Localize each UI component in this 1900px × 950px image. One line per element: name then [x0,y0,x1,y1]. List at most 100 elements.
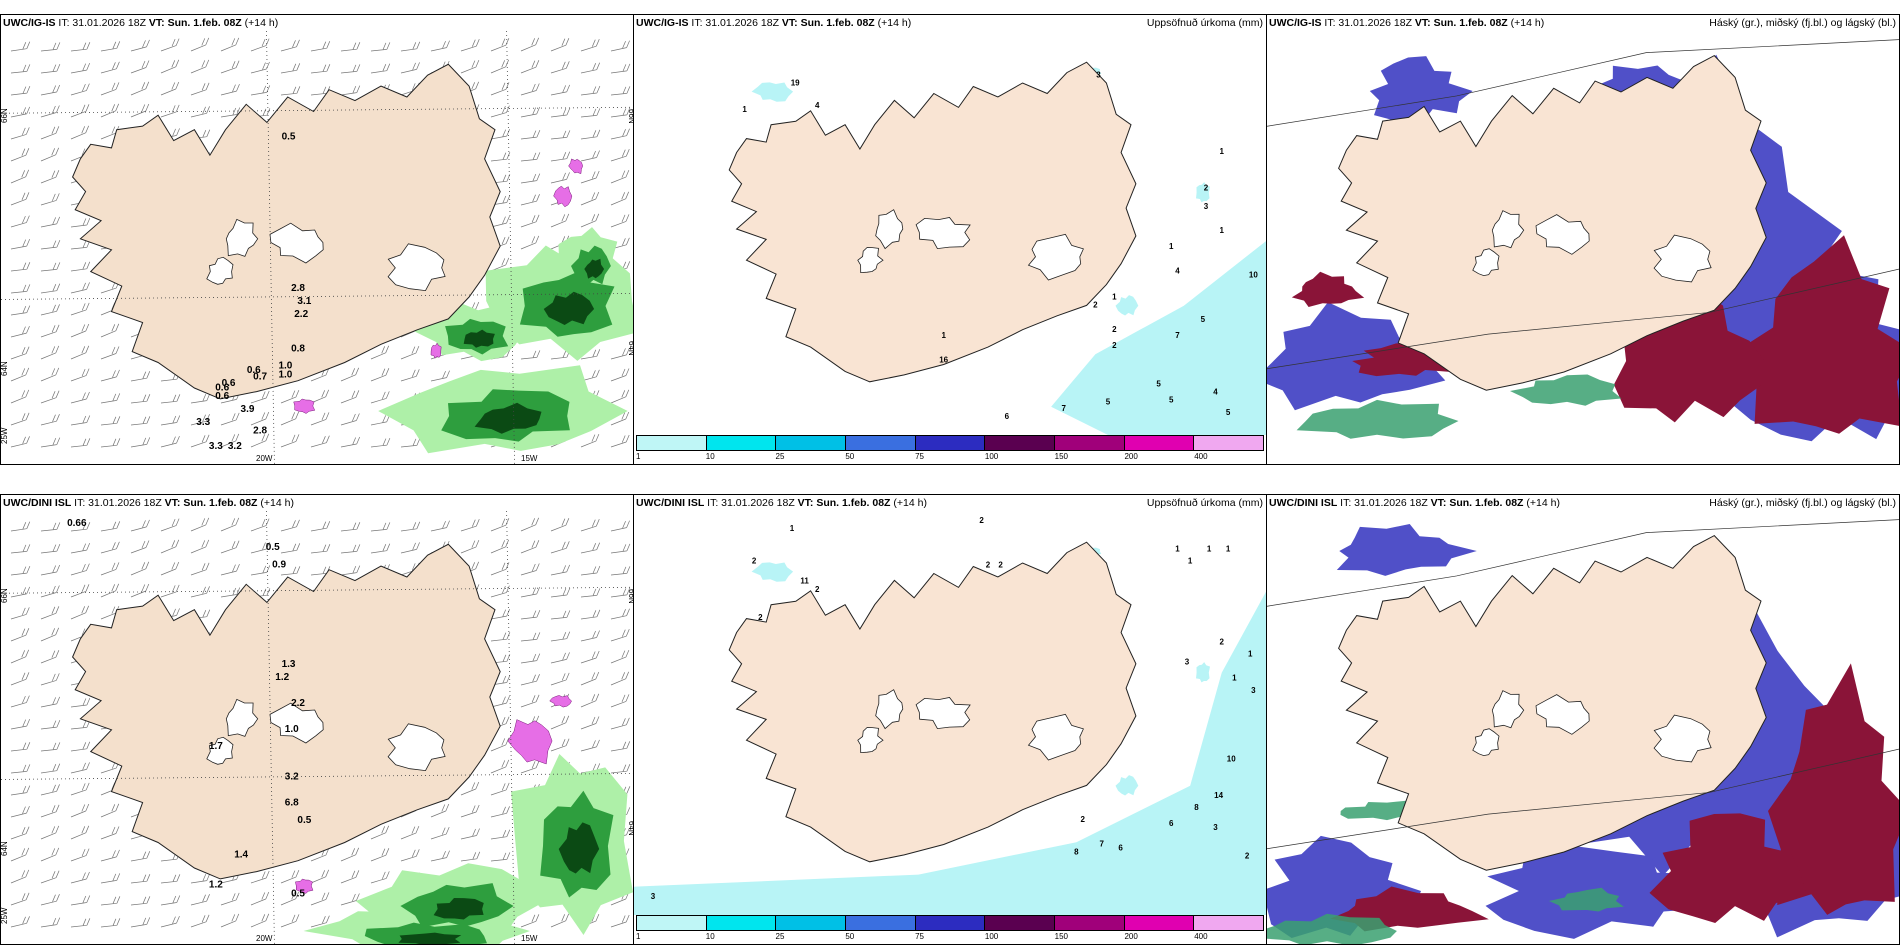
axis-label: 15W [521,934,538,943]
snow-area [549,695,572,708]
colorbar-tick-label: 100 [984,932,999,941]
axis-label: 25W [1,427,9,444]
precip-amount-label: 14 [1214,791,1223,800]
colorbar-cell [1055,435,1125,451]
precip-amount-label: 1.2 [275,672,289,683]
axis-label: 66N [627,109,633,124]
snow-area [430,342,442,359]
panel-product-title: Háský (gr.), miðský (fj.bl.) og lágský (… [1709,497,1896,509]
cloud-map[interactable] [1267,511,1899,944]
colorbar-tick-label: 150 [1054,452,1069,461]
colorbar-cell [776,435,847,451]
precip-amount-label: 2 [1112,325,1117,334]
wind-map[interactable]: 20W 15W 66N 66N 64N 64N 25W 0.5 2.8 3.1 2.2 0.6 0.7 0… [1,31,633,464]
precip-amount-label: 2 [815,585,820,594]
wind-map-svg: 20W 15W 66N 66N 64N 64N 25W 0.66 0.5 0.9 1.3 1.2 2.2… [1,511,633,944]
precip-amount-label: 3.2 [228,441,242,452]
colorbar-tick-label: 10 [705,452,715,461]
colorbar-cell [846,435,916,451]
colorbar-tick-label: 100 [984,452,999,461]
snow-area [295,878,314,894]
precip-amount-label: 1.0 [285,724,299,735]
glacier-outline [1653,234,1712,283]
colorbar-cell [846,915,916,931]
precip-amount-label: 3.3 [209,441,223,452]
glacier-outline [1535,214,1590,255]
colorbar-tick-label: 1 [636,452,641,461]
axis-label: 64N [627,341,633,356]
panel-product-title: Uppsöfnuð úrkoma (mm) [1146,17,1263,29]
precip-amount-label: 7 [1175,331,1180,340]
colorbar-tick-label: 25 [775,932,785,941]
glacier-outline [857,727,884,754]
wind-map[interactable]: 20W 15W 66N 66N 64N 64N 25W 0.66 0.5 0.9 1.3 1.2 2.2… [1,511,633,944]
precip-map[interactable]: 19 1 4 3 1 2 3 1 1 4 1 2 10 5 7 2 2 5 5 4 5 5 6 7 1 16 [634,31,1266,435]
precip-amount-label: 1 [1232,674,1237,683]
colorbar-tick-label: 200 [1124,932,1138,941]
glacier-outline [206,736,234,765]
high-cloud-area [1649,813,1807,923]
precip-amount-label: 0.8 [291,343,305,354]
panel-header: UWC/DINI ISL IT: 31.01.2026 18Z VT: Sun.… [634,495,1266,511]
colorbar-cell [985,915,1056,931]
axis-label: 20W [256,454,273,463]
precip-amount-label: 2.2 [291,698,305,709]
axis-label: 25W [1,907,9,924]
snow-area [553,185,573,208]
axis-label: 66N [1,108,9,123]
precip-amount-label: 6.8 [285,797,299,808]
fir-boundary [1267,519,1899,850]
precip-amount-label: 0.9 [272,559,286,570]
glacier-outline [225,698,259,737]
glacier-outline [1535,694,1590,735]
precip-amount-label: 1.0 [278,361,292,372]
precip-amount-label: 3 [1251,686,1256,695]
middle-cloud-area [1369,56,1473,120]
iceland-landmass [728,541,1137,863]
panel-header: UWC/DINI ISL IT: 31.01.2026 18Z VT: Sun.… [1267,495,1899,511]
iceland-landmass [72,543,501,880]
precip-amount-label: 3.9 [241,404,255,415]
precip-amount-label: 3 [1213,823,1218,832]
glacier-outline [206,256,234,285]
low-cloud-area [1267,913,1397,944]
high-cloud-area [1291,271,1365,307]
iceland-landmass [1338,54,1767,391]
colorbar-cell [636,435,707,451]
precip-map[interactable]: 1 2 2 2 11 2 2 2 1 1 1 1 3 2 1 1 3 10 14 8 6 3 2 2 8 7 6 3 [634,511,1266,915]
cloud-map-svg [1267,511,1899,944]
panel-cloud-igis: UWC/IG-IS IT: 31.01.2026 18Z VT: Sun. 1.… [1266,14,1900,465]
precip-amount-label: 4 [1175,266,1180,275]
precip-amount-label: 1.7 [209,741,223,752]
glacier-outline [225,218,259,257]
glacier-outline [1472,728,1500,757]
precip-colorbar: 1 10 25 50 75 100 150 200 400 [634,915,1266,944]
precip-amount-label: 1 [790,524,795,533]
panel-product-title: Háský (gr.), miðský (fj.bl.) og lágský (… [1709,17,1896,29]
colorbar-tick-label: 50 [845,932,855,941]
colorbar-tick-label: 400 [1194,452,1208,461]
precip-amount-label: 2 [986,561,991,570]
glacier-outline [1491,210,1525,249]
axis-label: 64N [1,361,9,376]
panel-wind-dini: UWC/DINI ISL IT: 31.01.2026 18Z VT: Sun.… [0,494,634,945]
precip-amount-label: 3.1 [297,296,311,307]
axis-label: 64N [627,821,633,836]
precip-amount-label: 2 [1204,184,1209,193]
precip-amount-label: 2.8 [291,283,305,294]
precip-amount-label: 2 [1245,851,1250,860]
precip-colorbar: 1 10 25 50 75 100 150 200 400 [634,435,1266,464]
panel-product-title: Uppsöfnuð úrkoma (mm) [1146,497,1263,509]
panel-precip-dini: UWC/DINI ISL IT: 31.01.2026 18Z VT: Sun.… [633,494,1267,945]
glacier-outline [1027,713,1084,761]
precip-amount-label: 5 [1106,398,1111,407]
precip-amount-label: 1 [1220,147,1225,156]
snow-area [293,398,316,414]
colorbar-cell [1124,435,1195,451]
precip-shading [303,754,633,944]
precip-amount-label: 1.3 [282,659,296,670]
glacier-outline [915,217,971,250]
precip-amount-label: 4 [1213,388,1218,397]
precip-amount-label: 1 [1248,649,1253,658]
cloud-map[interactable] [1267,31,1899,464]
